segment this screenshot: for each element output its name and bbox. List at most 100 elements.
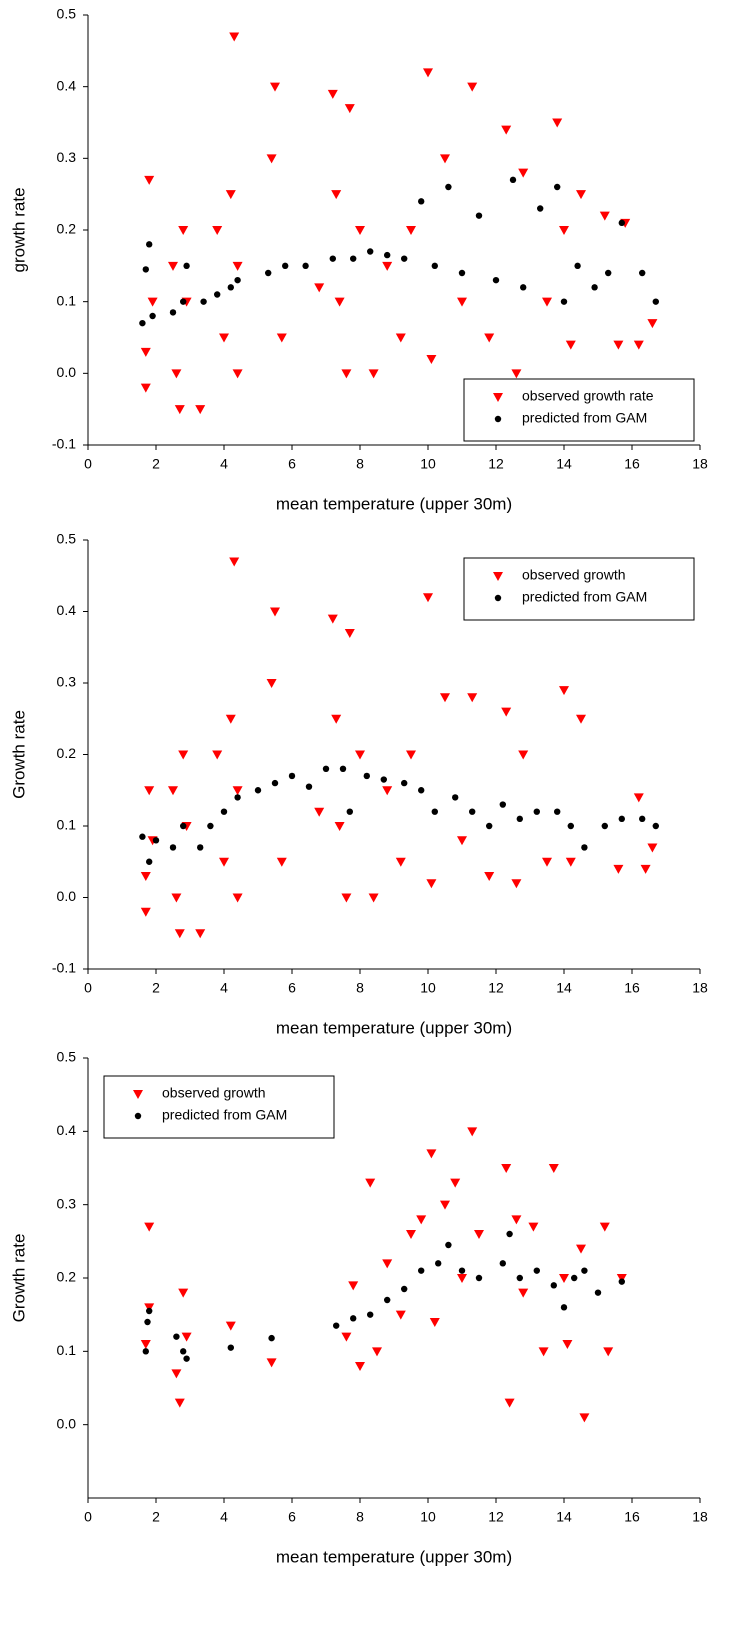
observed-point: [266, 1358, 277, 1368]
y-axis-title: Growth rate: [9, 710, 28, 799]
observed-point: [406, 1230, 416, 1239]
observed-point: [426, 1149, 437, 1159]
observed-point: [484, 872, 495, 882]
y-tick-label: 0.1: [57, 292, 77, 308]
observed-point: [168, 786, 178, 796]
x-tick-label: 16: [624, 980, 640, 996]
observed-point: [382, 261, 393, 271]
observed-point: [314, 807, 325, 817]
observed-point: [270, 82, 280, 92]
legend-label: observed growth rate: [522, 388, 654, 404]
observed-point: [331, 714, 342, 724]
predicted-point: [142, 266, 149, 273]
observed-point: [423, 68, 433, 78]
x-axis-title: mean temperature (upper 30m): [276, 494, 512, 513]
observed-point: [229, 32, 240, 42]
observed-point: [559, 1274, 569, 1283]
observed-point: [178, 750, 189, 760]
observed-point: [144, 786, 155, 796]
observed-point: [528, 1222, 539, 1232]
y-tick-label: 0.1: [57, 817, 77, 833]
observed-point: [429, 1318, 440, 1327]
predicted-point: [418, 787, 425, 794]
y-tick-label: 0.4: [57, 602, 77, 618]
observed-point: [341, 1332, 352, 1342]
predicted-point: [458, 269, 466, 277]
predicted-point: [533, 1267, 540, 1274]
observed-point: [613, 864, 624, 874]
x-tick-label: 6: [288, 980, 296, 996]
predicted-point: [601, 822, 608, 830]
observed-point: [565, 857, 576, 867]
x-tick-label: 14: [556, 456, 572, 472]
observed-point: [511, 369, 522, 379]
observed-point: [457, 836, 467, 846]
observed-point: [501, 707, 512, 717]
predicted-point: [367, 1311, 374, 1318]
observed-point: [467, 1127, 478, 1137]
predicted-point: [475, 1274, 483, 1282]
observed-point: [178, 226, 189, 235]
predicted-point: [458, 1267, 466, 1274]
x-tick-label: 12: [488, 1509, 504, 1525]
predicted-point: [435, 1260, 442, 1267]
predicted-point: [139, 319, 146, 327]
predicted-point: [605, 269, 612, 277]
y-axis-title: Growth rate: [9, 1234, 28, 1323]
observed-point: [457, 1274, 467, 1283]
predicted-point: [509, 176, 517, 184]
observed-point: [395, 1310, 406, 1320]
x-tick-label: 12: [488, 456, 504, 472]
predicted-point: [173, 1333, 180, 1340]
observed-point: [562, 1340, 573, 1349]
predicted-point: [384, 1296, 391, 1304]
predicted-point: [652, 822, 659, 830]
observed-point: [542, 297, 552, 307]
observed-point: [440, 154, 450, 164]
observed-point: [144, 1222, 155, 1232]
predicted-point: [401, 255, 408, 262]
predicted-point: [554, 808, 561, 815]
observed-point: [219, 857, 229, 867]
y-tick-label: 0.0: [57, 364, 77, 380]
predicted-point: [282, 262, 289, 270]
y-tick-label: 0.2: [57, 221, 77, 237]
observed-point: [232, 893, 243, 903]
legend-box: [463, 378, 695, 442]
predicted-point: [234, 794, 241, 801]
observed-point: [504, 1398, 515, 1408]
predicted-point: [567, 822, 574, 830]
observed-point: [178, 1288, 189, 1298]
observed-point: [511, 879, 522, 889]
x-tick-label: 14: [556, 980, 572, 996]
observed-point: [171, 369, 182, 379]
predicted-point: [333, 1322, 340, 1329]
x-tick-label: 2: [152, 980, 160, 996]
predicted-point: [214, 291, 221, 298]
predicted-point: [560, 1304, 568, 1311]
legend-box: [103, 1075, 335, 1139]
x-axis-title: mean temperature (upper 30m): [276, 1547, 512, 1566]
predicted-point: [418, 1267, 425, 1274]
predicted-point: [200, 298, 207, 305]
legend-label: predicted from GAM: [522, 589, 647, 605]
predicted-point: [581, 1267, 588, 1274]
observed-point: [232, 369, 243, 379]
predicted-point: [401, 1285, 408, 1293]
predicted-point: [288, 772, 296, 780]
predicted-point: [152, 837, 160, 844]
observed-point: [270, 607, 280, 617]
observed-point: [331, 190, 342, 200]
predicted-point: [367, 248, 374, 255]
predicted-point: [560, 298, 568, 305]
legend-label: predicted from GAM: [522, 410, 647, 426]
observed-point: [599, 1222, 610, 1232]
y-tick-label: 0.0: [57, 1415, 77, 1431]
observed-point: [647, 319, 658, 329]
x-tick-label: 18: [692, 456, 708, 472]
predicted-point: [302, 262, 309, 270]
predicted-point: [499, 801, 506, 808]
predicted-point: [506, 1230, 513, 1238]
predicted-point: [618, 1278, 625, 1285]
